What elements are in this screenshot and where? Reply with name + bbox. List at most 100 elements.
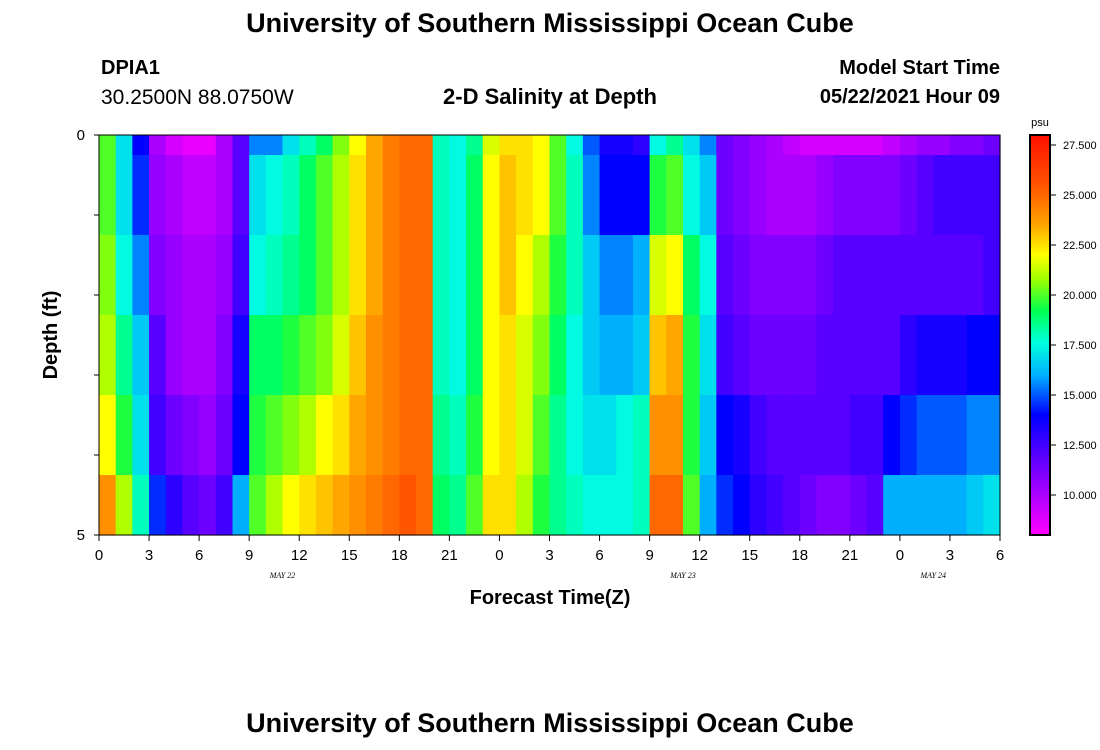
heatmap-cell <box>516 135 534 156</box>
heatmap-cell <box>566 135 584 156</box>
colorbar-gradient <box>1029 134 1051 536</box>
heatmap-cell <box>849 395 868 476</box>
heatmap-cell <box>716 395 734 476</box>
heatmap-cell <box>649 155 667 236</box>
heatmap-cell <box>966 315 984 396</box>
heatmap-cell <box>849 315 868 396</box>
heatmap-cell <box>866 135 884 156</box>
heatmap-cell <box>933 395 951 476</box>
heatmap-cell <box>799 395 818 476</box>
heatmap-cell <box>349 135 367 156</box>
colorbar-tick-label: 22.500 <box>1063 240 1097 252</box>
heatmap-cell <box>682 155 701 236</box>
heatmap-cell <box>199 395 217 476</box>
heatmap-cell <box>99 315 117 396</box>
y-axis: 05 <box>77 127 99 544</box>
heatmap-cell <box>783 395 801 476</box>
heatmap-cell <box>949 235 968 316</box>
heatmap-cell <box>616 235 634 316</box>
heatmap-cell <box>265 135 284 156</box>
heatmap-cell <box>933 235 951 316</box>
heatmap-cell <box>699 315 717 396</box>
heatmap-cell <box>232 155 250 236</box>
heatmap-cell <box>115 235 133 316</box>
x-tick-label: 15 <box>341 547 358 564</box>
heatmap-cell <box>749 475 768 536</box>
x-tick-label: 12 <box>691 547 708 564</box>
heatmap-cell <box>649 475 667 536</box>
heatmap-cell <box>733 235 751 316</box>
heatmap-cell <box>949 315 968 396</box>
heatmap-cell <box>833 475 851 536</box>
heatmap-cell <box>933 475 951 536</box>
heatmap-cell <box>699 475 717 536</box>
x-date-label: MAY 24 <box>919 571 946 580</box>
colorbar: psu 27.500 25.000 22.500 20.000 17.500 15.000… <box>1029 117 1097 536</box>
heatmap-cell <box>883 395 901 476</box>
heatmap-cell <box>149 155 167 236</box>
heatmap-cell <box>382 475 400 536</box>
heatmap-cell <box>616 475 634 536</box>
heatmap-cell <box>466 395 484 476</box>
heatmap-cell <box>949 475 968 536</box>
heatmap-cell <box>632 395 651 476</box>
x-tick-label: 3 <box>145 547 153 564</box>
heatmap-cell <box>666 155 684 236</box>
heatmap-cell <box>132 155 150 236</box>
heatmap-cell <box>816 135 834 156</box>
heatmap-cell <box>299 315 317 396</box>
x-tick-label: 9 <box>245 547 253 564</box>
heatmap-cell <box>516 235 534 316</box>
heatmap-cell <box>766 235 784 316</box>
heatmap-cell <box>866 155 884 236</box>
heatmap-cell <box>199 155 217 236</box>
heatmap-cell <box>516 475 534 536</box>
heatmap-cell <box>582 475 601 536</box>
heatmap-cell <box>933 135 951 156</box>
station-id: DPIA1 <box>101 57 160 79</box>
bottom-title: University of Southern Mississippi Ocean… <box>246 708 854 738</box>
heatmap-cell <box>499 155 517 236</box>
heatmap-cell <box>916 315 934 396</box>
heatmap-cell <box>866 395 884 476</box>
heatmap-cell <box>766 475 784 536</box>
heatmap-cell <box>649 235 667 316</box>
heatmap-cell <box>449 235 467 316</box>
heatmap-cell <box>182 155 200 236</box>
heatmap-cell <box>916 135 934 156</box>
x-tick-label: 18 <box>391 547 408 564</box>
heatmap-cell <box>399 475 417 536</box>
model-start-value: 05/22/2021 Hour 09 <box>819 86 1000 108</box>
heatmap-cell <box>699 235 717 316</box>
heatmap-cell <box>966 135 984 156</box>
colorbar-tick-label: 10.000 <box>1063 490 1097 502</box>
heatmap-cell <box>416 395 434 476</box>
heatmap-cell <box>165 475 184 536</box>
heatmap-cell <box>883 155 901 236</box>
heatmap-cell <box>733 135 751 156</box>
heatmap-cell <box>833 235 851 316</box>
heatmap-cell <box>416 235 434 316</box>
colorbar-tick-label: 12.500 <box>1063 440 1097 452</box>
y-tick-label: 5 <box>77 527 85 544</box>
x-axis: 0 3 6 9 12 15 18 21 0 3 6 9 12 15 18 21 0 3 6 MAY 22 MAY 23 M… <box>95 535 1004 580</box>
heatmap-cell <box>332 475 350 536</box>
top-title: University of Southern Mississippi Ocean… <box>246 8 854 38</box>
heatmap-cell <box>199 135 217 156</box>
station-coordinates: 30.2500N 88.0750W <box>101 86 294 109</box>
heatmap-cell <box>883 135 901 156</box>
heatmap-cell <box>749 135 768 156</box>
heatmap-cell <box>549 475 567 536</box>
heatmap-cell <box>582 395 601 476</box>
heatmap-cell <box>866 315 884 396</box>
heatmap-cell <box>149 135 167 156</box>
heatmap-cell <box>382 235 400 316</box>
heatmap-cell <box>966 475 984 536</box>
heatmap-cell <box>499 235 517 316</box>
x-tick-label: 6 <box>595 547 603 564</box>
heatmap-cell <box>966 155 984 236</box>
heatmap-cell <box>232 315 250 396</box>
heatmap-cell <box>983 315 1001 396</box>
heatmap-cell <box>649 395 667 476</box>
heatmap-cell <box>933 155 951 236</box>
